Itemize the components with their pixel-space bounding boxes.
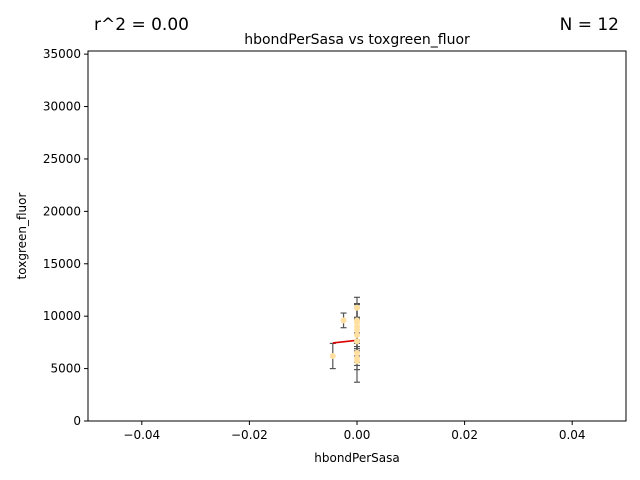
x-tick-label: 0.02 — [451, 428, 478, 442]
regression-line — [332, 339, 358, 344]
r-squared-label: r^2 = 0.00 — [94, 15, 189, 35]
data-point — [354, 338, 360, 345]
data-point — [354, 317, 360, 324]
x-tick-label: 0.04 — [559, 428, 586, 442]
y-axis-label: toxgreen_fluor — [15, 193, 29, 280]
y-tick-label: 5000 — [50, 362, 81, 376]
y-tick-label: 0 — [73, 414, 81, 428]
chart-title: hbondPerSasa vs toxgreen_fluor — [244, 32, 470, 48]
x-axis-ticks: −0.04 −0.02 0.00 0.02 0.04 — [123, 421, 586, 442]
y-tick-label: 10000 — [43, 309, 81, 323]
data-point — [329, 353, 336, 360]
y-tick-label: 35000 — [43, 47, 81, 61]
data-point — [354, 323, 360, 330]
data-point — [354, 332, 360, 339]
data-points — [329, 304, 360, 365]
x-tick-label: −0.04 — [123, 428, 160, 442]
data-point — [340, 317, 347, 324]
data-point — [354, 349, 360, 356]
y-tick-label: 15000 — [43, 257, 81, 271]
sample-count-label: N = 12 — [560, 15, 619, 35]
y-tick-label: 20000 — [43, 204, 81, 218]
y-tick-label: 25000 — [43, 152, 81, 166]
data-point — [354, 355, 360, 362]
y-axis-ticks: 0 5000 10000 15000 20000 25000 30000 35000 — [43, 47, 88, 428]
fit-line-layer — [332, 339, 358, 344]
x-tick-label: 0.00 — [344, 428, 371, 442]
x-axis-label: hbondPerSasa — [314, 451, 400, 465]
y-tick-label: 30000 — [43, 100, 81, 114]
data-point — [354, 304, 360, 311]
x-tick-label: −0.02 — [231, 428, 268, 442]
